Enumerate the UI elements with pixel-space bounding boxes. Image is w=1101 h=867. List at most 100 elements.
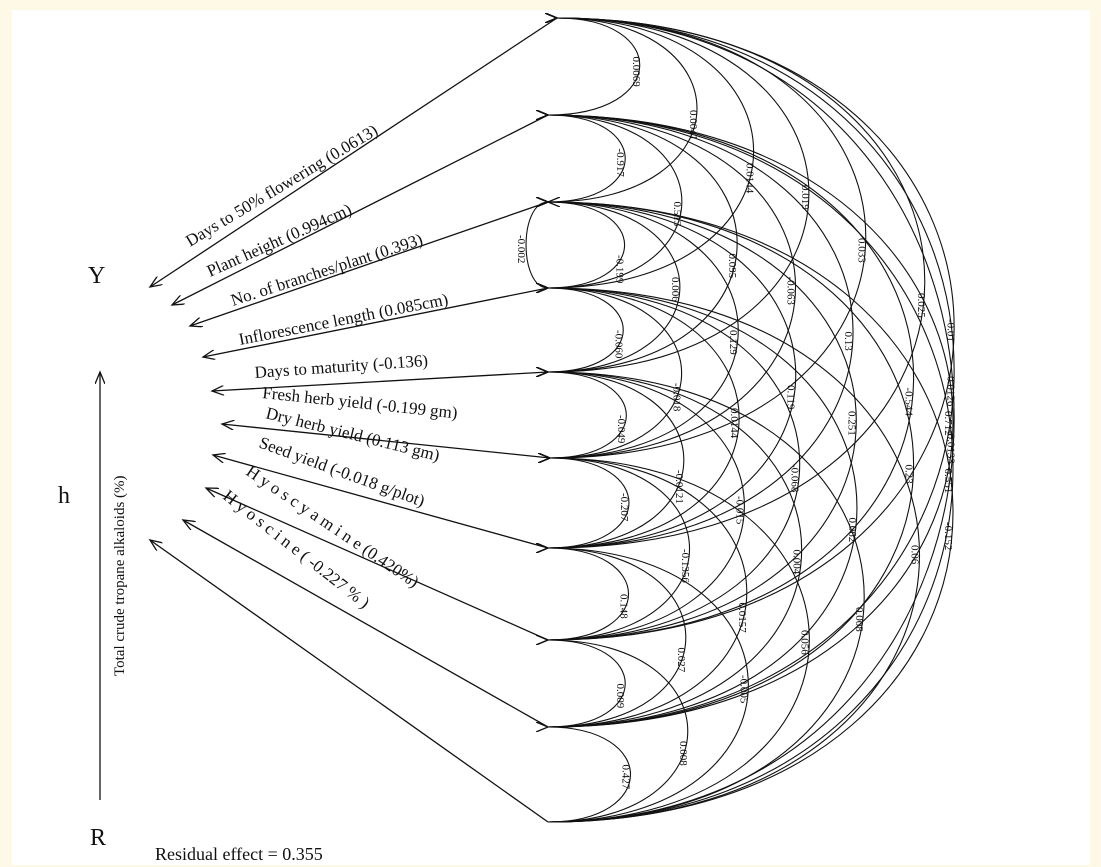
direct-effect-arrow (150, 17, 558, 287)
correlation-arc (548, 18, 955, 823)
correlation-label: -0.018 (670, 383, 682, 412)
residual-effect-label: Residual effect = 0.355 (155, 844, 323, 864)
correlation-arc (548, 202, 797, 549)
direct-effect-arrow (190, 201, 549, 326)
correlation-arc (548, 458, 691, 641)
correlation-label: -0.005 (737, 675, 749, 704)
direct-effect-arrow (150, 540, 549, 823)
correlation-label: -0.063 (784, 277, 796, 306)
correlation-label: 0.095 (726, 254, 738, 279)
correlation-arc (548, 548, 749, 823)
correlation-arc (548, 18, 955, 728)
correlation-arc (548, 18, 810, 373)
correlation-label: 0.027 (675, 648, 687, 673)
correlation-arc (548, 18, 641, 116)
correlation-arc (548, 372, 627, 459)
correlation-arc (548, 18, 755, 289)
correlation-arcs: 0.00690.00410.01440.0190.0330.025-0.01-0… (515, 18, 956, 823)
correlation-arc (548, 202, 857, 641)
correlation-label: 0.008 (677, 741, 689, 766)
correlation-label: -0.1356 (679, 549, 691, 583)
correlation-arc (548, 202, 681, 373)
y-node-label: Y (88, 263, 105, 289)
correlation-label: 0.0144 (728, 408, 740, 439)
correlation-label: 0.056 (799, 630, 811, 655)
direct-effect-arrow (222, 424, 551, 459)
correlation-arc (548, 372, 865, 823)
correlation-label: 0.025 (915, 293, 927, 318)
correlation-arc (548, 288, 740, 549)
direct-effect-arrow (172, 114, 549, 305)
correlation-label: -0.152 (942, 522, 954, 550)
side-axis-label: Total crude tropane alkaloids (%) (112, 475, 128, 676)
correlation-arc (548, 202, 739, 459)
direct-effect-arrow (206, 488, 549, 641)
correlation-label: -0.002 (515, 235, 527, 263)
correlation-arc (548, 115, 738, 373)
correlation-arc (548, 372, 745, 641)
correlation-arc (548, 288, 624, 373)
correlation-arc (548, 372, 802, 728)
correlation-arc (548, 18, 926, 549)
correlation-arc (548, 115, 683, 289)
correlation-label: 0.06 (909, 545, 921, 565)
correlation-label: 0.13 (842, 332, 854, 352)
h-node-label: h (58, 483, 70, 509)
direct-effect-label: Days to maturity (-0.136) (254, 351, 429, 382)
correlation-arc (548, 115, 626, 203)
correlation-label: 0.009 (614, 684, 626, 709)
correlation-arc (548, 115, 854, 549)
correlation-label: 0.251 (845, 411, 857, 436)
correlation-label: -0.199 (614, 255, 626, 284)
correlation-arc (548, 288, 921, 823)
correlation-arc (548, 115, 914, 641)
correlation-arc (548, 640, 689, 823)
correlation-arc (548, 115, 797, 459)
correlation-label: 0.427 (619, 765, 631, 790)
correlation-arc (548, 640, 626, 728)
correlation-label: -0.207 (618, 493, 630, 522)
correlation-label: -0.917 (614, 149, 626, 178)
correlation-label: -0.049 (615, 415, 627, 444)
correlation-arc (548, 288, 858, 728)
correlation-arc (548, 288, 682, 459)
correlation-arc (548, 115, 954, 823)
correlation-arc (548, 458, 748, 728)
correlation-arc (548, 458, 810, 823)
correlation-label: -0.060 (612, 330, 624, 359)
correlation-label: -0.068 (789, 464, 801, 493)
correlation-label: 0.0069 (630, 57, 642, 88)
correlation-arc (548, 202, 914, 728)
direct-effect-arrow (203, 287, 549, 357)
correlation-arc (548, 18, 698, 203)
r-node-label: R (90, 825, 106, 851)
correlation-arc (548, 202, 954, 823)
correlation-arc (548, 548, 687, 728)
correlation-arc (548, 458, 630, 549)
correlation-label: 0.006 (669, 277, 681, 302)
correlation-arc (548, 18, 955, 641)
correlation-arc (548, 288, 801, 641)
correlation-label: 0.019 (799, 185, 811, 210)
correlation-label: 0.119 (785, 385, 797, 410)
correlation-arc (548, 115, 954, 728)
correlation-label: 0.008 (853, 607, 865, 632)
correlation-label: 0.129 (727, 330, 739, 355)
direct-effect-arrow (213, 455, 549, 549)
correlation-label: -0.544 (903, 388, 915, 417)
correlation-arc (525, 202, 548, 289)
correlation-label: 0.0157 (736, 603, 748, 634)
correlation-label: 0.004 (791, 550, 803, 575)
figure-panel (12, 10, 1090, 865)
correlation-label: 0.148 (618, 594, 630, 619)
correlation-arc (548, 727, 632, 823)
direct-effect-arrow (212, 371, 549, 391)
direct-effect-arrows: Days to 50% flowering (0.0613)Plant heig… (150, 17, 558, 823)
correlation-arc (550, 18, 867, 459)
correlation-arc (548, 202, 626, 289)
direct-effect-arrow (183, 520, 549, 728)
correlation-label: 0.712 (942, 411, 954, 436)
correlation-label: 0.551 (942, 469, 954, 494)
correlation-label: 0.033 (856, 238, 868, 263)
